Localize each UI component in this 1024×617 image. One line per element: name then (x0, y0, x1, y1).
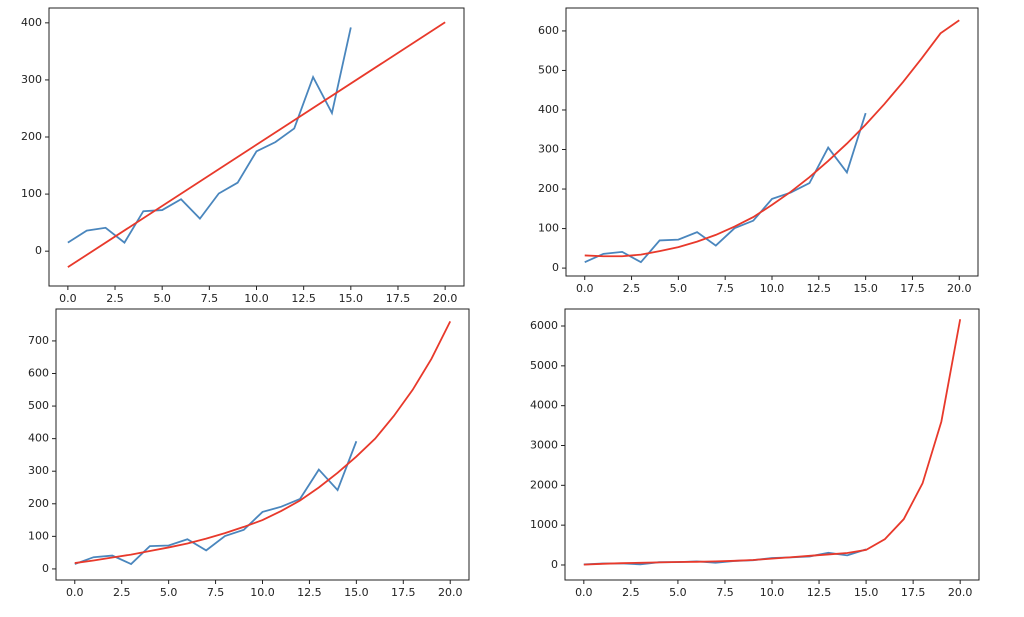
data-line (67, 21, 446, 268)
plot-frame (565, 7, 979, 277)
x-tick-label: 15.0 (339, 292, 364, 305)
x-tick-label: 10.0 (244, 292, 269, 305)
x-tick-label: 5.0 (153, 292, 171, 305)
x-tick-label: 10.0 (760, 282, 785, 295)
x-tick-label: 5.0 (669, 586, 687, 599)
x-tick-label: 15.0 (854, 586, 879, 599)
x-tick-label: 2.5 (106, 292, 124, 305)
x-tick-label: 7.5 (716, 586, 734, 599)
y-tick-label: 400 (28, 432, 49, 445)
data-line (74, 320, 452, 564)
y-tick-label: 0 (35, 244, 42, 257)
data-line (583, 548, 867, 566)
x-tick-label: 7.5 (201, 292, 219, 305)
y-tick-label: 600 (28, 366, 49, 379)
y-tick-label: 400 (538, 103, 559, 116)
x-tick-label: 0.0 (59, 292, 77, 305)
y-tick-label: 0 (42, 562, 49, 575)
x-tick-label: 0.0 (66, 586, 84, 599)
y-tick-label: 1000 (530, 518, 558, 531)
x-tick-label: 15.0 (853, 282, 878, 295)
x-tick-label: 12.5 (807, 282, 832, 295)
x-tick-label: 0.0 (576, 282, 594, 295)
y-tick-label: 300 (538, 143, 559, 156)
x-tick-label: 20.0 (438, 586, 463, 599)
y-tick-label: 600 (538, 24, 559, 37)
y-tick-label: 200 (21, 130, 42, 143)
data-line (584, 112, 867, 264)
y-tick-label: 2000 (530, 478, 558, 491)
y-tick-label: 300 (21, 73, 42, 86)
x-tick-label: 12.5 (291, 292, 316, 305)
y-tick-label: 200 (28, 497, 49, 510)
data-line (67, 27, 352, 244)
y-tick-label: 500 (538, 63, 559, 76)
x-tick-label: 5.0 (670, 282, 688, 295)
y-tick-label: 0 (552, 261, 559, 274)
x-tick-label: 20.0 (433, 292, 458, 305)
y-tick-label: 400 (21, 16, 42, 29)
y-tick-label: 4000 (530, 399, 558, 412)
y-tick-label: 100 (28, 529, 49, 542)
x-tick-label: 20.0 (948, 586, 973, 599)
y-tick-label: 100 (538, 222, 559, 235)
x-tick-label: 17.5 (900, 282, 925, 295)
y-tick-label: 700 (28, 334, 49, 347)
x-tick-label: 5.0 (160, 586, 178, 599)
data-line (584, 19, 960, 258)
x-tick-label: 10.0 (250, 586, 275, 599)
y-tick-label: 5000 (530, 359, 558, 372)
plot-frame (55, 308, 470, 581)
x-tick-label: 20.0 (947, 282, 972, 295)
x-tick-label: 17.5 (901, 586, 926, 599)
x-tick-label: 0.0 (575, 586, 593, 599)
y-tick-label: 100 (21, 187, 42, 200)
x-tick-label: 10.0 (760, 586, 785, 599)
y-tick-label: 200 (538, 182, 559, 195)
x-tick-label: 15.0 (344, 586, 369, 599)
x-tick-label: 2.5 (623, 282, 641, 295)
y-tick-label: 300 (28, 464, 49, 477)
y-tick-label: 3000 (530, 438, 558, 451)
y-tick-label: 0 (551, 558, 558, 571)
x-tick-label: 12.5 (807, 586, 832, 599)
data-line (74, 440, 358, 566)
x-tick-label: 2.5 (622, 586, 640, 599)
y-tick-label: 500 (28, 399, 49, 412)
x-tick-label: 7.5 (207, 586, 225, 599)
plot-frame (564, 308, 980, 581)
x-tick-label: 7.5 (716, 282, 734, 295)
x-tick-label: 12.5 (297, 586, 322, 599)
data-line (583, 319, 962, 566)
x-tick-label: 17.5 (391, 586, 416, 599)
y-tick-label: 6000 (530, 319, 558, 332)
x-tick-label: 2.5 (113, 586, 131, 599)
x-tick-label: 17.5 (386, 292, 411, 305)
